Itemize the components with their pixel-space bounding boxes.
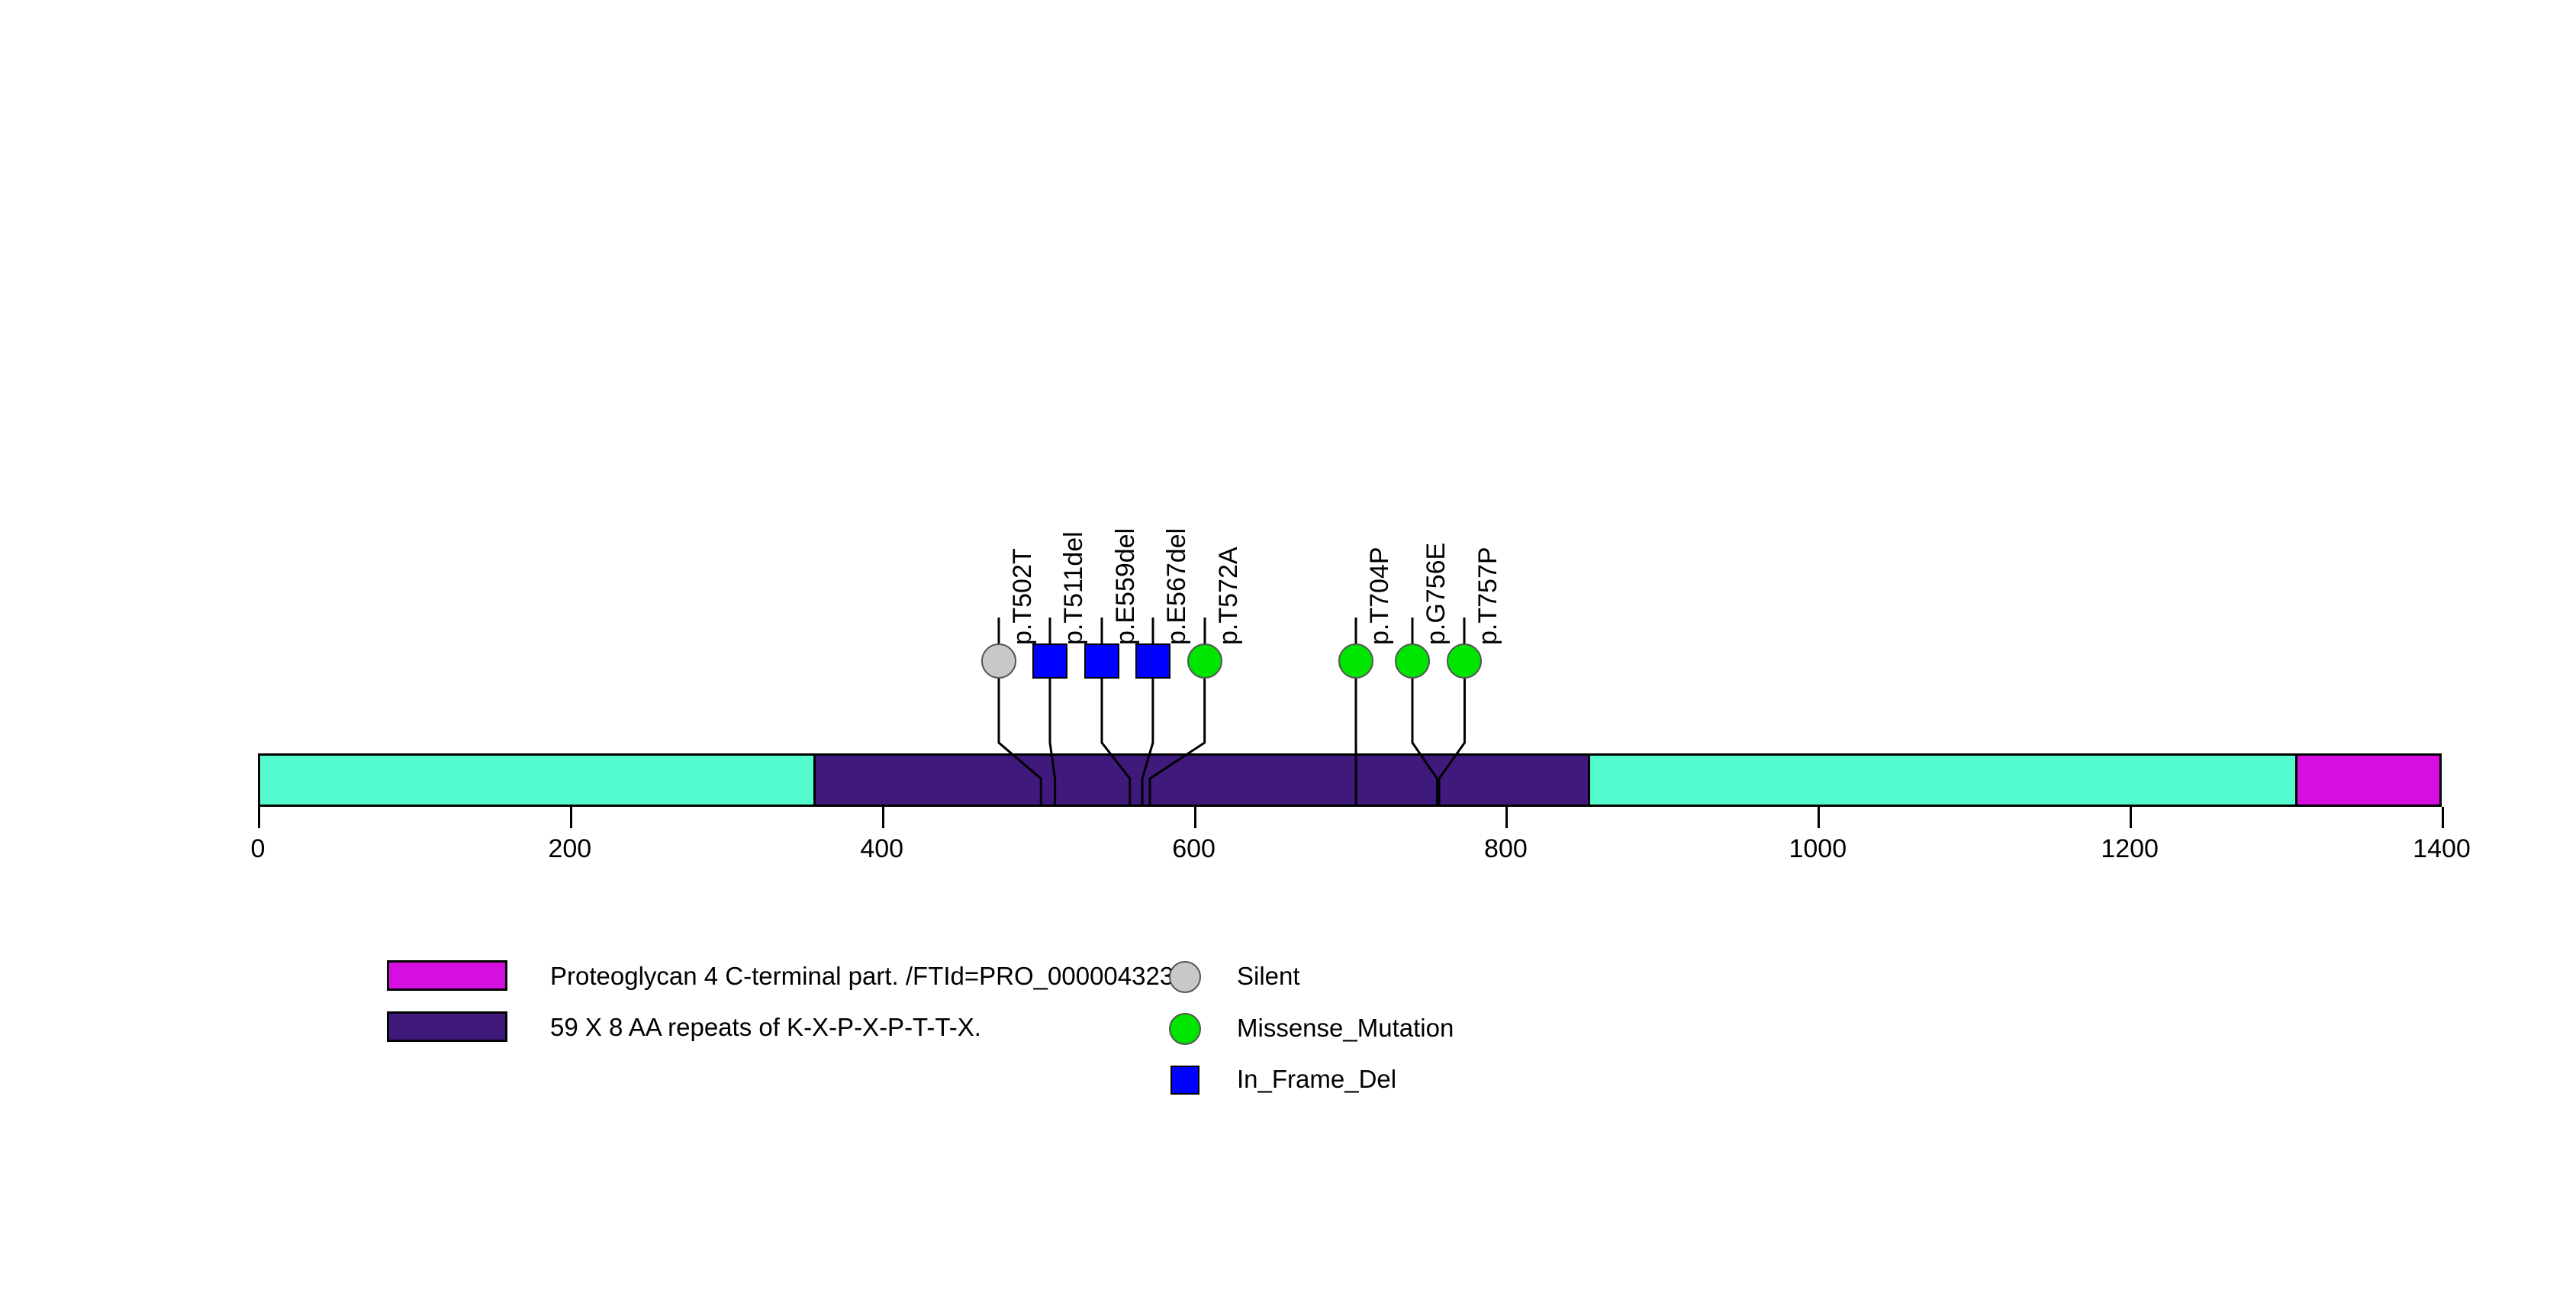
lollipop-stem-top — [1203, 618, 1206, 645]
lollipop-stem-top — [1411, 618, 1414, 645]
legend-domain-swatch — [387, 960, 507, 991]
mutation-marker[interactable] — [1084, 643, 1119, 679]
mutation-label: p.G756E — [1422, 542, 1451, 645]
legend-mutation-marker — [1170, 1066, 1199, 1095]
lollipop-stem-top — [1354, 618, 1357, 645]
axis-tick-label: 200 — [548, 834, 592, 863]
legend-domain-swatch — [387, 1011, 507, 1042]
axis-tick — [1505, 807, 1509, 828]
axis-tick — [2442, 807, 2444, 828]
axis-tick — [569, 807, 572, 828]
mutation-label: p.E567del — [1162, 527, 1191, 645]
lollipop-stem-top — [1048, 618, 1051, 645]
mutation-label: p.T502T — [1008, 548, 1037, 645]
axis-tick-label: 800 — [1484, 834, 1528, 863]
mutation-marker[interactable] — [1338, 643, 1373, 679]
legend-mutation-marker — [1169, 961, 1201, 993]
axis-tick — [881, 807, 884, 828]
legend-domain-label: 59 X 8 AA repeats of K-X-P-X-P-T-T-X. — [550, 1013, 981, 1041]
mutation-label: p.T757P — [1473, 547, 1502, 645]
axis-tick-label: 1200 — [2101, 834, 2159, 863]
legend-mutation-label: Missense_Mutation — [1237, 1014, 1454, 1042]
axis-tick-label: 400 — [860, 834, 904, 863]
lollipop-stem-top — [1100, 618, 1103, 645]
axis-tick — [2130, 807, 2133, 828]
axis-tick — [258, 807, 260, 828]
axis-tick-label: 600 — [1172, 834, 1216, 863]
mutation-marker[interactable] — [1135, 643, 1170, 679]
mutation-marker[interactable] — [1447, 643, 1482, 679]
axis-tick-label: 0 — [250, 834, 266, 863]
mutation-label: p.T572A — [1214, 547, 1243, 645]
axis-tick — [1193, 807, 1196, 828]
legend-domain-label: Proteoglycan 4 C-terminal part. /FTId=PR… — [550, 962, 1174, 990]
mutation-label: p.T511del — [1059, 531, 1088, 645]
protein-domain[interactable] — [813, 753, 1590, 807]
mutation-label: p.T704P — [1365, 547, 1394, 645]
axis-tick — [1818, 807, 1821, 828]
protein-domain[interactable] — [2294, 753, 2442, 807]
legend-mutation-label: In_Frame_Del — [1237, 1065, 1397, 1093]
mutation-marker[interactable] — [1187, 643, 1222, 679]
lollipop-stem-top — [1463, 618, 1466, 645]
mutation-marker[interactable] — [1395, 643, 1430, 679]
legend-mutation-label: Silent — [1237, 962, 1300, 990]
mutation-marker[interactable] — [981, 643, 1016, 679]
mutation-marker[interactable] — [1032, 643, 1067, 679]
axis-tick-label: 1000 — [1789, 834, 1847, 863]
legend-mutation-marker — [1169, 1013, 1201, 1045]
lollipop-stem-top — [1151, 618, 1154, 645]
lollipop-stem-top — [997, 618, 1000, 645]
mutation-label: p.E559del — [1111, 527, 1140, 645]
axis-tick-label: 1400 — [2413, 834, 2471, 863]
